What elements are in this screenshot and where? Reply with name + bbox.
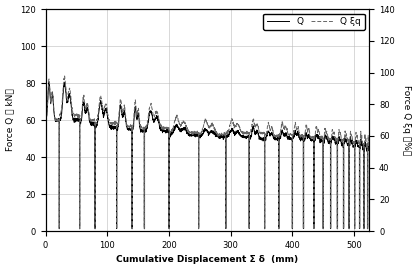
Q xyxy=(57,227,62,230)
Q xyxy=(325,140,330,143)
Q xyxy=(209,131,214,134)
Line: Q ξq: Q ξq xyxy=(45,76,369,229)
Q xyxy=(47,81,52,84)
Q ξq xyxy=(209,124,214,127)
Q xyxy=(43,117,48,120)
Q ξq xyxy=(96,108,101,111)
Line: Q: Q xyxy=(45,82,369,228)
Legend: Q, Q ξq: Q, Q ξq xyxy=(263,14,365,30)
Q ξq xyxy=(325,134,330,138)
Q ξq xyxy=(325,135,330,138)
Q xyxy=(116,125,121,128)
Y-axis label: Force Q ξq （%）: Force Q ξq （%） xyxy=(402,85,412,155)
Q ξq xyxy=(43,119,48,122)
X-axis label: Cumulative Displacement Σ δ  (mm): Cumulative Displacement Σ δ (mm) xyxy=(116,255,299,264)
Q xyxy=(367,148,372,151)
Q xyxy=(325,140,330,143)
Q ξq xyxy=(62,74,67,77)
Q ξq xyxy=(57,227,62,230)
Y-axis label: Force Q （ kN）: Force Q （ kN） xyxy=(5,89,15,151)
Q xyxy=(136,111,141,114)
Q ξq xyxy=(116,123,121,126)
Q ξq xyxy=(136,107,141,110)
Q xyxy=(96,112,101,115)
Q ξq xyxy=(367,143,372,146)
